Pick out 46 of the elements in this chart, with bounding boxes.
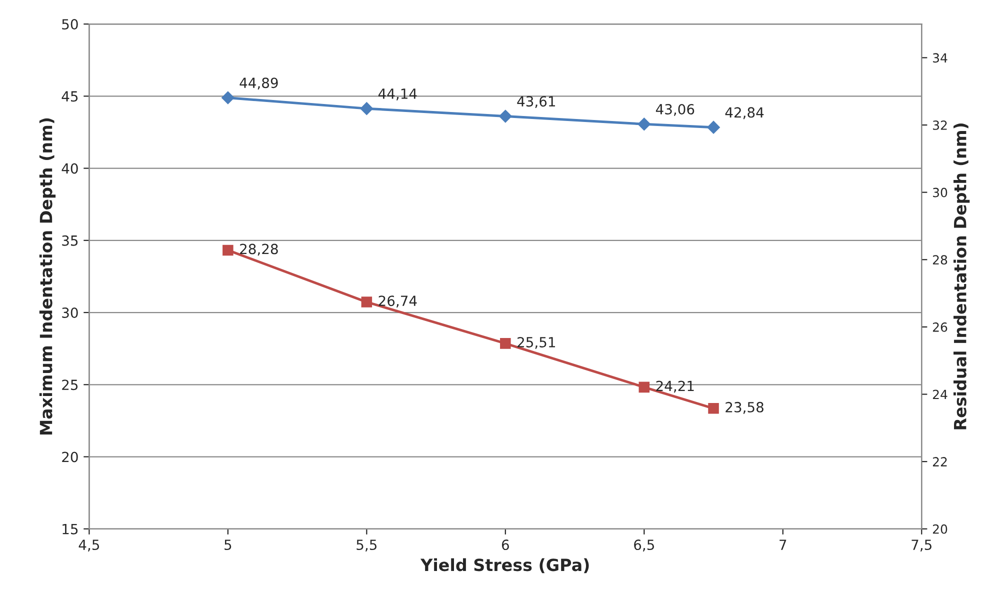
y-tick-label: 25	[62, 380, 78, 390]
data-label: 24,21	[656, 380, 694, 393]
point	[638, 118, 651, 131]
y-tick-label: 45	[62, 91, 78, 102]
y2-tick-label: 32	[933, 120, 947, 130]
x-tick-label: 6	[502, 540, 509, 550]
data-label: 43,06	[656, 104, 694, 116]
x-tick-label: 7	[780, 540, 786, 550]
y-axis-title: Maximum Indentation Depth (nm)	[39, 118, 56, 434]
x-tick-label: 5,5	[356, 540, 376, 552]
data-label: 43,61	[517, 96, 555, 108]
data-label: 25,51	[518, 336, 555, 349]
y2-tick-label: 34	[933, 53, 948, 63]
y-tick-label: 40	[62, 163, 78, 174]
point	[361, 296, 372, 308]
y2-axis-title: Residual Indentation Depth (nm)	[954, 124, 970, 430]
data-label: 28,28	[240, 244, 278, 256]
y-tick-label: 30	[62, 307, 78, 318]
y2-tick-label: 22	[932, 457, 947, 466]
y2-tick-label: 30	[933, 188, 948, 198]
x-tick-label: 7,5	[912, 540, 932, 552]
point	[500, 338, 511, 349]
x-axis-title: Yield Stress (GPa)	[420, 558, 589, 574]
y2-tick-label: 20	[932, 524, 948, 534]
data-label: 44,14	[378, 88, 417, 100]
point	[638, 382, 650, 393]
point	[708, 403, 719, 414]
point	[498, 110, 512, 123]
point	[222, 244, 234, 256]
data-label: 42,84	[725, 107, 764, 120]
y-tick-label: 15	[62, 524, 78, 534]
x-tick-label: 6,5	[634, 540, 654, 552]
y2-tick-label: 26	[932, 322, 948, 332]
point	[222, 91, 234, 104]
point	[707, 120, 720, 134]
x-tick-label: 5	[224, 540, 232, 550]
point	[360, 102, 374, 115]
y-tick-label: 35	[62, 235, 78, 246]
data-label: 23,58	[726, 402, 764, 414]
y-tick-label: 20	[62, 452, 78, 462]
y2-tick-label: 24	[932, 390, 948, 400]
y-tick-label: 50	[62, 19, 78, 30]
data-label: 26,74	[378, 296, 417, 308]
data-label: 44,89	[240, 78, 278, 90]
x-tick-label: 4,5	[78, 540, 100, 552]
y2-tick-label: 28	[932, 255, 948, 265]
